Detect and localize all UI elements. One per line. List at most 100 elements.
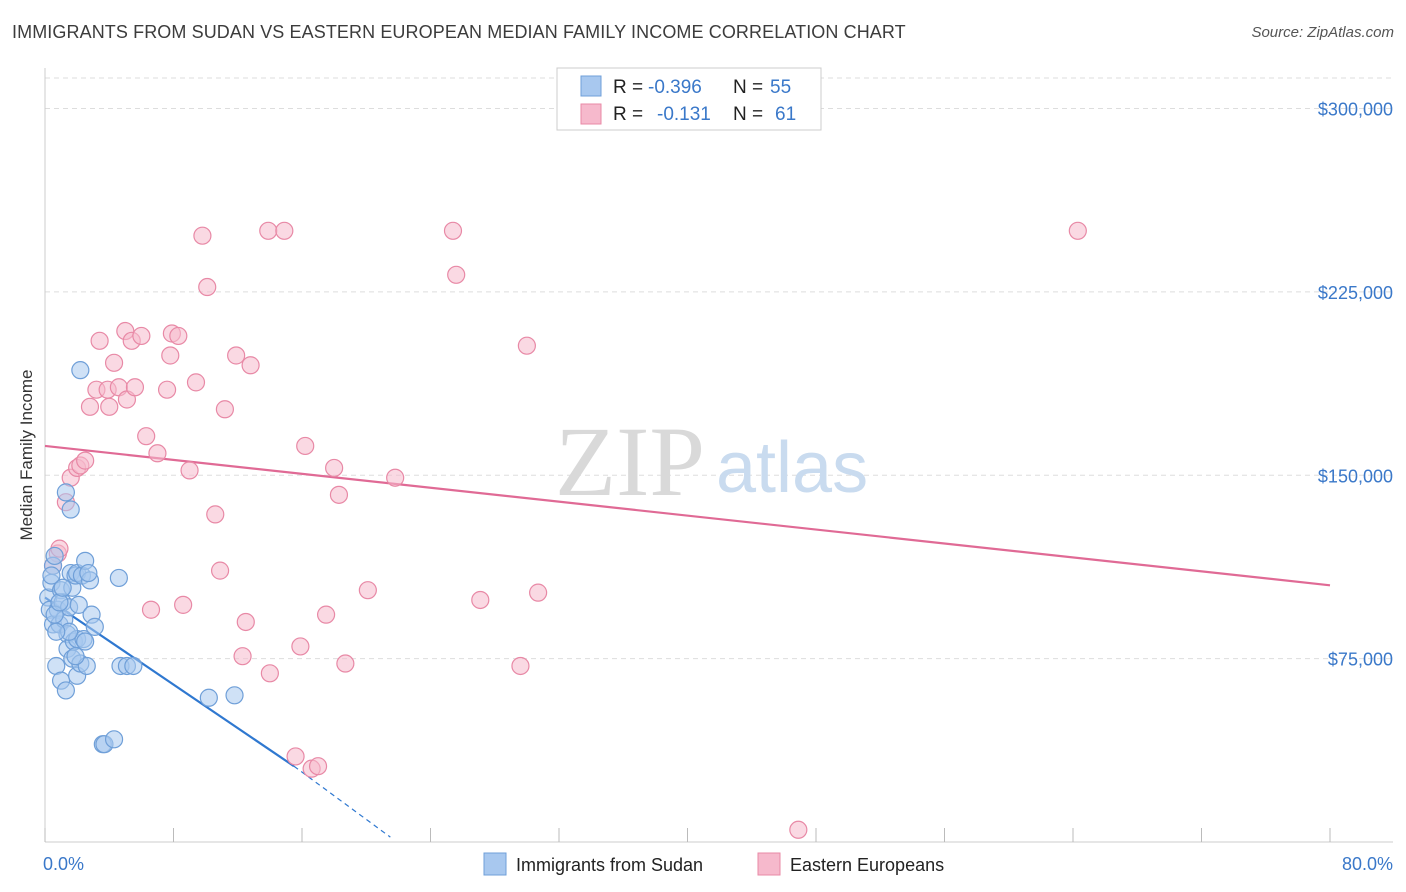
data-point (56, 681, 75, 700)
chart-title: IMMIGRANTS FROM SUDAN VS EASTERN EUROPEA… (12, 22, 906, 42)
data-point (186, 373, 206, 392)
stats-legend-r-label-2: R = (613, 104, 643, 125)
data-point (471, 590, 490, 610)
data-point (199, 688, 218, 707)
data-point (193, 226, 212, 245)
data-point (236, 612, 255, 632)
data-point (45, 546, 64, 566)
data-point (325, 458, 344, 478)
eastern-trend-line (44, 444, 1331, 587)
y-tick-label: $75,000 (1328, 650, 1393, 670)
stats-legend-n-value-1: 55 (770, 77, 791, 98)
watermark: ZIP atlas (555, 406, 868, 517)
data-point (316, 605, 336, 624)
data-point (511, 656, 530, 676)
stats-legend-n-label-1: N = (733, 77, 763, 98)
data-point (42, 566, 61, 585)
data-point (80, 397, 100, 416)
series-legend: Immigrants from Sudan Eastern Europeans (483, 852, 944, 876)
data-point (308, 757, 328, 776)
data-point (66, 647, 85, 666)
stats-legend-swatch-pink (580, 103, 602, 125)
data-point (291, 637, 310, 656)
data-point (174, 595, 193, 614)
data-point (225, 686, 244, 705)
series-legend-label-eastern: Eastern Europeans (790, 855, 944, 875)
data-point (85, 617, 104, 636)
data-point (529, 583, 548, 602)
x-tick-label: 0.0% (43, 854, 84, 874)
data-point (53, 578, 72, 597)
data-point (124, 656, 143, 676)
y-tick-label: $150,000 (1318, 466, 1393, 486)
data-point (358, 581, 377, 600)
data-point (259, 221, 278, 240)
data-point (386, 468, 405, 487)
data-point (275, 221, 294, 240)
y-tick-label: $300,000 (1318, 100, 1393, 120)
y-tick-labels: $75,000 $150,000 $225,000 $300,000 (1318, 100, 1393, 670)
source-label: Source: ZipAtlas.com (1251, 24, 1394, 41)
data-points (39, 221, 1087, 839)
stats-legend-r-value-2: -0.131 (657, 104, 711, 125)
data-point (329, 485, 349, 504)
data-point (1068, 221, 1087, 240)
data-point (206, 505, 225, 524)
data-point (104, 730, 124, 749)
data-point (157, 380, 177, 399)
data-point (69, 595, 88, 614)
data-point (447, 265, 466, 284)
data-point (100, 397, 119, 416)
stats-legend: R = -0.396 N = 55 R = -0.131 N = 61 (556, 67, 822, 131)
x-tick-label: 80.0% (1342, 854, 1393, 874)
watermark-atlas: atlas (716, 428, 868, 508)
stats-legend-swatch-blue (580, 75, 602, 97)
stats-legend-n-value-2: 61 (775, 104, 796, 125)
data-point (104, 353, 124, 372)
data-point (56, 483, 75, 502)
data-point (789, 820, 808, 839)
data-point (61, 500, 80, 519)
data-point (517, 336, 536, 355)
watermark-zip: ZIP (555, 406, 705, 517)
data-point (148, 444, 167, 463)
series-legend-swatch-eastern (757, 852, 781, 876)
y-tick-label: $225,000 (1318, 283, 1393, 303)
data-point (50, 593, 69, 612)
data-point (132, 326, 151, 346)
data-point (109, 568, 128, 588)
data-point (260, 664, 279, 683)
data-point (215, 400, 234, 419)
data-point (286, 747, 305, 766)
y-axis-label: Median Family Income (17, 369, 36, 540)
data-point (79, 563, 98, 583)
data-point (71, 361, 90, 380)
data-point (241, 356, 260, 375)
stats-legend-n-label-2: N = (733, 104, 763, 125)
sudan-points (39, 361, 244, 754)
data-point (137, 427, 156, 446)
eastern-points (43, 221, 1087, 839)
data-point (443, 221, 463, 240)
data-point (47, 622, 66, 641)
data-point (180, 461, 199, 480)
data-point (161, 346, 180, 365)
data-point (336, 654, 355, 673)
sudan-trend-extension (293, 765, 391, 838)
axes (44, 68, 1393, 843)
stats-legend-r-value-1: -0.396 (648, 77, 702, 98)
data-point (296, 436, 315, 456)
data-point (227, 346, 246, 365)
data-point (76, 451, 95, 470)
data-point (76, 632, 95, 651)
series-legend-swatch-sudan (483, 852, 507, 876)
series-legend-label-sudan: Immigrants from Sudan (516, 855, 703, 875)
data-point (198, 277, 217, 297)
data-point (125, 378, 145, 397)
data-point (169, 326, 188, 346)
data-point (233, 647, 252, 666)
data-point (141, 600, 161, 619)
stats-legend-r-label-1: R = (613, 77, 643, 98)
x-tick-labels: 0.0% 80.0% (43, 854, 1393, 874)
